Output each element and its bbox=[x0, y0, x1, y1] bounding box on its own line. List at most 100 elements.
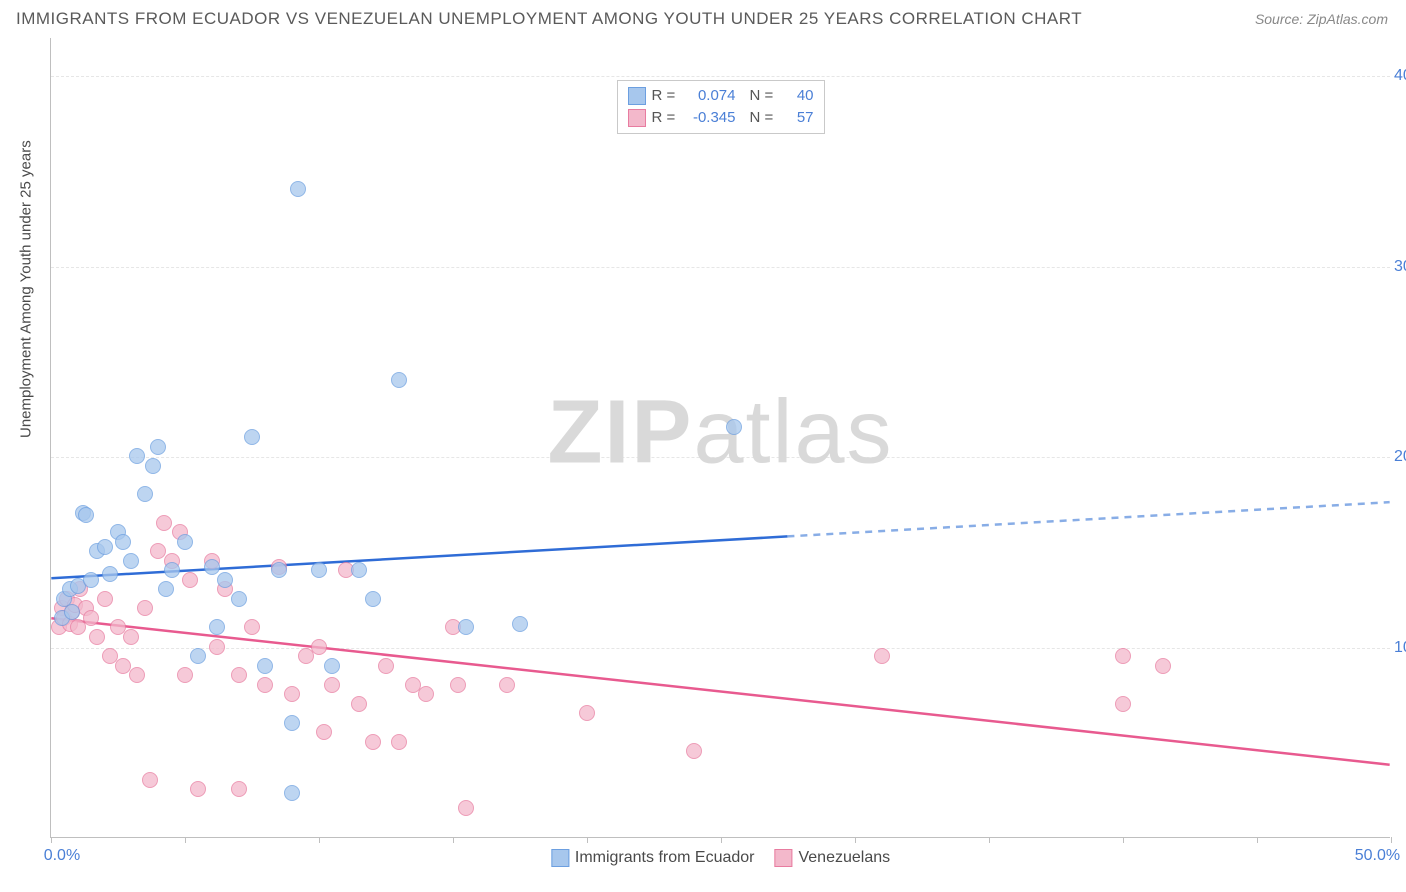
legend-label-ecuador: Immigrants from Ecuador bbox=[575, 849, 755, 867]
xtick bbox=[1123, 837, 1124, 843]
xtick bbox=[855, 837, 856, 843]
data-point-ecuador bbox=[64, 604, 80, 620]
data-point-ecuador bbox=[284, 785, 300, 801]
data-point-venezuela bbox=[1115, 648, 1131, 664]
data-point-ecuador bbox=[137, 486, 153, 502]
legend-label-venezuela: Venezuelans bbox=[798, 849, 890, 867]
gridline bbox=[51, 76, 1390, 77]
data-point-ecuador bbox=[83, 572, 99, 588]
data-point-ecuador bbox=[231, 591, 247, 607]
data-point-venezuela bbox=[365, 734, 381, 750]
data-point-venezuela bbox=[499, 677, 515, 693]
r-label: R = bbox=[652, 107, 680, 129]
data-point-ecuador bbox=[311, 562, 327, 578]
n-value-ecuador: 40 bbox=[784, 85, 814, 107]
xtick bbox=[453, 837, 454, 843]
source-attribution: Source: ZipAtlas.com bbox=[1255, 11, 1388, 27]
r-value-ecuador: 0.074 bbox=[686, 85, 736, 107]
data-point-venezuela bbox=[156, 515, 172, 531]
data-point-ecuador bbox=[209, 619, 225, 635]
swatch-venezuela bbox=[774, 849, 792, 867]
data-point-venezuela bbox=[324, 677, 340, 693]
data-point-venezuela bbox=[89, 629, 105, 645]
data-point-venezuela bbox=[351, 696, 367, 712]
watermark: ZIPatlas bbox=[547, 381, 893, 484]
r-value-venezuela: -0.345 bbox=[686, 107, 736, 129]
data-point-venezuela bbox=[1115, 696, 1131, 712]
data-point-venezuela bbox=[391, 734, 407, 750]
y-axis-label: Unemployment Among Youth under 25 years bbox=[18, 140, 35, 438]
data-point-ecuador bbox=[115, 534, 131, 550]
n-label: N = bbox=[750, 107, 778, 129]
data-point-ecuador bbox=[102, 566, 118, 582]
xtick bbox=[1257, 837, 1258, 843]
data-point-ecuador bbox=[365, 591, 381, 607]
data-point-ecuador bbox=[217, 572, 233, 588]
data-point-venezuela bbox=[316, 724, 332, 740]
data-point-ecuador bbox=[290, 181, 306, 197]
gridline bbox=[51, 648, 1390, 649]
swatch-ecuador bbox=[628, 87, 646, 105]
data-point-ecuador bbox=[324, 658, 340, 674]
xtick bbox=[1391, 837, 1392, 843]
data-point-ecuador bbox=[512, 616, 528, 632]
chart-title: IMMIGRANTS FROM ECUADOR VS VENEZUELAN UN… bbox=[16, 9, 1082, 29]
data-point-ecuador bbox=[164, 562, 180, 578]
data-point-venezuela bbox=[97, 591, 113, 607]
data-point-venezuela bbox=[129, 667, 145, 683]
data-point-venezuela bbox=[378, 658, 394, 674]
data-point-venezuela bbox=[244, 619, 260, 635]
gridline bbox=[51, 267, 1390, 268]
data-point-venezuela bbox=[458, 800, 474, 816]
data-point-ecuador bbox=[123, 553, 139, 569]
data-point-venezuela bbox=[1155, 658, 1171, 674]
data-point-ecuador bbox=[177, 534, 193, 550]
data-point-ecuador bbox=[726, 419, 742, 435]
xtick bbox=[51, 837, 52, 843]
data-point-venezuela bbox=[231, 667, 247, 683]
swatch-ecuador bbox=[551, 849, 569, 867]
xtick bbox=[989, 837, 990, 843]
data-point-venezuela bbox=[83, 610, 99, 626]
data-point-ecuador bbox=[391, 372, 407, 388]
data-point-ecuador bbox=[129, 448, 145, 464]
r-label: R = bbox=[652, 85, 680, 107]
legend-item-venezuela: Venezuelans bbox=[774, 849, 890, 867]
data-point-ecuador bbox=[190, 648, 206, 664]
series-legend: Immigrants from Ecuador Venezuelans bbox=[551, 849, 890, 867]
ytick-label: 10.0% bbox=[1394, 639, 1406, 657]
legend-row-ecuador: R = 0.074 N = 40 bbox=[628, 85, 814, 107]
data-point-venezuela bbox=[450, 677, 466, 693]
data-point-ecuador bbox=[204, 559, 220, 575]
data-point-ecuador bbox=[97, 539, 113, 555]
gridline bbox=[51, 457, 1390, 458]
data-point-ecuador bbox=[145, 458, 161, 474]
data-point-ecuador bbox=[150, 439, 166, 455]
xtick bbox=[587, 837, 588, 843]
legend-item-ecuador: Immigrants from Ecuador bbox=[551, 849, 755, 867]
xtick bbox=[185, 837, 186, 843]
ytick-label: 30.0% bbox=[1394, 258, 1406, 276]
data-point-ecuador bbox=[284, 715, 300, 731]
data-point-venezuela bbox=[190, 781, 206, 797]
data-point-venezuela bbox=[177, 667, 193, 683]
ytick-label: 20.0% bbox=[1394, 448, 1406, 466]
data-point-ecuador bbox=[158, 581, 174, 597]
xtick-label: 0.0% bbox=[44, 847, 80, 865]
data-point-venezuela bbox=[284, 686, 300, 702]
data-point-venezuela bbox=[142, 772, 158, 788]
data-point-venezuela bbox=[257, 677, 273, 693]
data-point-ecuador bbox=[257, 658, 273, 674]
data-point-venezuela bbox=[311, 639, 327, 655]
correlation-legend: R = 0.074 N = 40 R = -0.345 N = 57 bbox=[617, 80, 825, 134]
ytick-label: 40.0% bbox=[1394, 67, 1406, 85]
legend-row-venezuela: R = -0.345 N = 57 bbox=[628, 107, 814, 129]
data-point-ecuador bbox=[78, 507, 94, 523]
xtick bbox=[319, 837, 320, 843]
data-point-venezuela bbox=[123, 629, 139, 645]
data-point-venezuela bbox=[579, 705, 595, 721]
data-point-venezuela bbox=[686, 743, 702, 759]
data-point-venezuela bbox=[231, 781, 247, 797]
swatch-venezuela bbox=[628, 109, 646, 127]
n-label: N = bbox=[750, 85, 778, 107]
